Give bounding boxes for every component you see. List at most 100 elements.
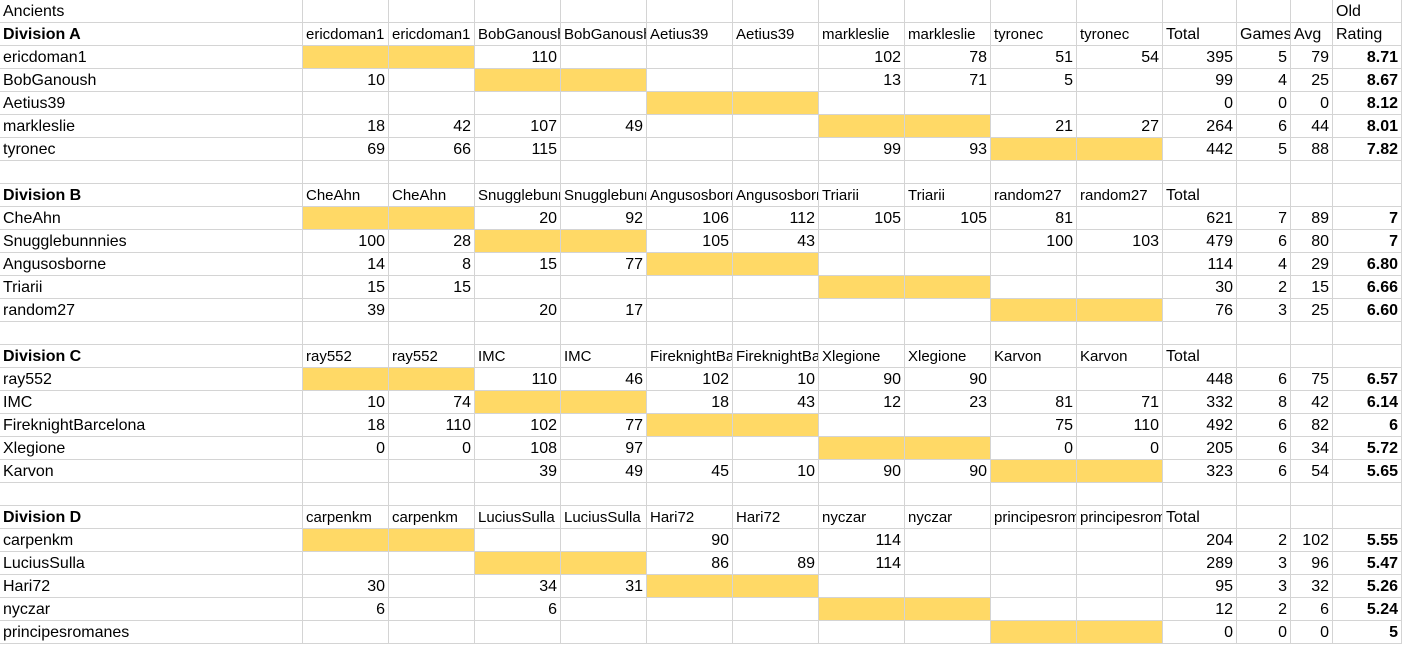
games-cell[interactable]: 0 bbox=[1237, 621, 1291, 644]
score-cell[interactable] bbox=[1077, 598, 1163, 621]
score-cell[interactable] bbox=[733, 115, 819, 138]
score-cell[interactable]: 6 bbox=[475, 598, 561, 621]
score-cell[interactable]: 0 bbox=[389, 437, 475, 460]
rating-cell[interactable]: 7 bbox=[1333, 230, 1402, 253]
empty-cell[interactable] bbox=[1291, 322, 1333, 345]
total-header[interactable]: Total bbox=[1163, 345, 1237, 368]
total-cell[interactable]: 114 bbox=[1163, 253, 1237, 276]
avg-cell[interactable]: 102 bbox=[1291, 529, 1333, 552]
score-cell[interactable] bbox=[561, 529, 647, 552]
avg-cell[interactable]: 42 bbox=[1291, 391, 1333, 414]
self-match-cell[interactable] bbox=[991, 621, 1077, 644]
opponent-column-header[interactable]: markleslie bbox=[905, 23, 991, 46]
score-cell[interactable]: 15 bbox=[389, 276, 475, 299]
score-cell[interactable] bbox=[905, 552, 991, 575]
score-cell[interactable] bbox=[733, 46, 819, 69]
self-match-cell[interactable] bbox=[475, 69, 561, 92]
rating-cell[interactable]: 5.47 bbox=[1333, 552, 1402, 575]
score-cell[interactable] bbox=[647, 46, 733, 69]
self-match-cell[interactable] bbox=[1077, 621, 1163, 644]
empty-cell[interactable] bbox=[1237, 161, 1291, 184]
rating-cell[interactable]: 5.55 bbox=[1333, 529, 1402, 552]
opponent-column-header[interactable]: LuciusSulla bbox=[475, 506, 561, 529]
score-cell[interactable]: 10 bbox=[733, 368, 819, 391]
rating-cell[interactable]: 8.67 bbox=[1333, 69, 1402, 92]
games-cell[interactable]: 5 bbox=[1237, 46, 1291, 69]
score-cell[interactable]: 71 bbox=[905, 69, 991, 92]
score-cell[interactable] bbox=[819, 299, 905, 322]
self-match-cell[interactable] bbox=[647, 92, 733, 115]
total-cell[interactable]: 332 bbox=[1163, 391, 1237, 414]
score-cell[interactable]: 77 bbox=[561, 414, 647, 437]
score-cell[interactable] bbox=[647, 437, 733, 460]
score-cell[interactable] bbox=[647, 299, 733, 322]
rating-cell[interactable]: 5.65 bbox=[1333, 460, 1402, 483]
opponent-column-header[interactable]: CheAhn bbox=[389, 184, 475, 207]
score-cell[interactable] bbox=[733, 299, 819, 322]
score-cell[interactable]: 77 bbox=[561, 253, 647, 276]
division-name[interactable]: Division C bbox=[0, 345, 303, 368]
empty-cell[interactable] bbox=[819, 161, 905, 184]
empty-cell[interactable] bbox=[475, 322, 561, 345]
score-cell[interactable]: 20 bbox=[475, 207, 561, 230]
avg-cell[interactable]: 6 bbox=[1291, 598, 1333, 621]
self-match-cell[interactable] bbox=[303, 368, 389, 391]
total-header[interactable]: Total bbox=[1163, 506, 1237, 529]
opponent-column-header[interactable]: BobGanoush bbox=[475, 23, 561, 46]
player-name[interactable]: principesromanes bbox=[0, 621, 303, 644]
score-cell[interactable] bbox=[475, 92, 561, 115]
score-cell[interactable] bbox=[733, 276, 819, 299]
total-cell[interactable]: 323 bbox=[1163, 460, 1237, 483]
score-cell[interactable] bbox=[475, 276, 561, 299]
self-match-cell[interactable] bbox=[733, 92, 819, 115]
games-cell[interactable]: 6 bbox=[1237, 437, 1291, 460]
score-cell[interactable] bbox=[905, 299, 991, 322]
score-cell[interactable]: 114 bbox=[819, 529, 905, 552]
self-match-cell[interactable] bbox=[733, 253, 819, 276]
rating-cell[interactable]: 6.80 bbox=[1333, 253, 1402, 276]
score-cell[interactable]: 78 bbox=[905, 46, 991, 69]
self-match-cell[interactable] bbox=[1077, 299, 1163, 322]
opponent-column-header[interactable]: Xlegione bbox=[819, 345, 905, 368]
score-cell[interactable] bbox=[389, 598, 475, 621]
rating-header[interactable]: Rating bbox=[1333, 23, 1402, 46]
empty-cell[interactable] bbox=[1237, 345, 1291, 368]
score-cell[interactable]: 71 bbox=[1077, 391, 1163, 414]
opponent-column-header[interactable]: Triarii bbox=[905, 184, 991, 207]
self-match-cell[interactable] bbox=[819, 437, 905, 460]
games-cell[interactable]: 0 bbox=[1237, 92, 1291, 115]
rating-cell[interactable]: 5.26 bbox=[1333, 575, 1402, 598]
player-name[interactable]: ray552 bbox=[0, 368, 303, 391]
total-header[interactable]: Total bbox=[1163, 184, 1237, 207]
empty-cell[interactable] bbox=[561, 483, 647, 506]
score-cell[interactable] bbox=[991, 368, 1077, 391]
score-cell[interactable]: 93 bbox=[905, 138, 991, 161]
score-cell[interactable] bbox=[1077, 276, 1163, 299]
total-cell[interactable]: 205 bbox=[1163, 437, 1237, 460]
player-name[interactable]: carpenkm bbox=[0, 529, 303, 552]
opponent-column-header[interactable]: Aetius39 bbox=[733, 23, 819, 46]
player-name[interactable]: LuciusSulla bbox=[0, 552, 303, 575]
empty-cell[interactable] bbox=[733, 322, 819, 345]
empty-cell[interactable] bbox=[1333, 184, 1402, 207]
player-name[interactable]: Snugglebunnnies bbox=[0, 230, 303, 253]
player-name[interactable]: CheAhn bbox=[0, 207, 303, 230]
rating-cell[interactable]: 6.14 bbox=[1333, 391, 1402, 414]
score-cell[interactable]: 15 bbox=[303, 276, 389, 299]
empty-cell[interactable] bbox=[389, 161, 475, 184]
opponent-column-header[interactable]: ray552 bbox=[389, 345, 475, 368]
empty-cell[interactable] bbox=[1291, 0, 1333, 23]
opponent-column-header[interactable]: tyronec bbox=[1077, 23, 1163, 46]
games-cell[interactable]: 2 bbox=[1237, 598, 1291, 621]
score-cell[interactable]: 23 bbox=[905, 391, 991, 414]
opponent-column-header[interactable]: ericdoman1 bbox=[389, 23, 475, 46]
self-match-cell[interactable] bbox=[1077, 460, 1163, 483]
total-cell[interactable]: 95 bbox=[1163, 575, 1237, 598]
opponent-column-header[interactable]: FireknightBarcelona bbox=[647, 345, 733, 368]
avg-cell[interactable]: 80 bbox=[1291, 230, 1333, 253]
self-match-cell[interactable] bbox=[561, 552, 647, 575]
games-cell[interactable]: 3 bbox=[1237, 552, 1291, 575]
avg-cell[interactable]: 96 bbox=[1291, 552, 1333, 575]
score-cell[interactable] bbox=[647, 598, 733, 621]
player-name[interactable]: Karvon bbox=[0, 460, 303, 483]
